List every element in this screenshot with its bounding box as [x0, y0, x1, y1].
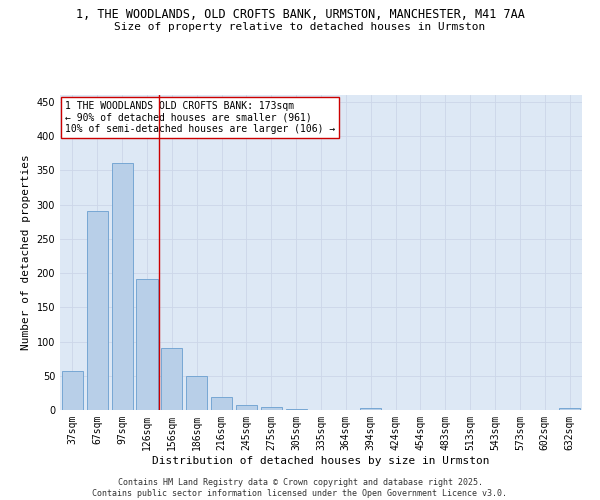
Text: Contains HM Land Registry data © Crown copyright and database right 2025.
Contai: Contains HM Land Registry data © Crown c…: [92, 478, 508, 498]
Bar: [87, 212, 108, 410]
Text: Size of property relative to detached houses in Urmston: Size of property relative to detached ho…: [115, 22, 485, 32]
Bar: [62, 371, 83, 410]
Bar: [559, 408, 580, 410]
Y-axis label: Number of detached properties: Number of detached properties: [21, 154, 31, 350]
X-axis label: Distribution of detached houses by size in Urmston: Distribution of detached houses by size …: [152, 456, 490, 466]
Text: 1, THE WOODLANDS, OLD CROFTS BANK, URMSTON, MANCHESTER, M41 7AA: 1, THE WOODLANDS, OLD CROFTS BANK, URMST…: [76, 8, 524, 20]
Bar: [236, 404, 257, 410]
Bar: [136, 278, 158, 410]
Bar: [211, 397, 232, 410]
Bar: [112, 164, 133, 410]
Bar: [360, 408, 381, 410]
Bar: [161, 348, 182, 410]
Bar: [186, 376, 207, 410]
Bar: [261, 408, 282, 410]
Text: 1 THE WOODLANDS OLD CROFTS BANK: 173sqm
← 90% of detached houses are smaller (96: 1 THE WOODLANDS OLD CROFTS BANK: 173sqm …: [65, 102, 335, 134]
